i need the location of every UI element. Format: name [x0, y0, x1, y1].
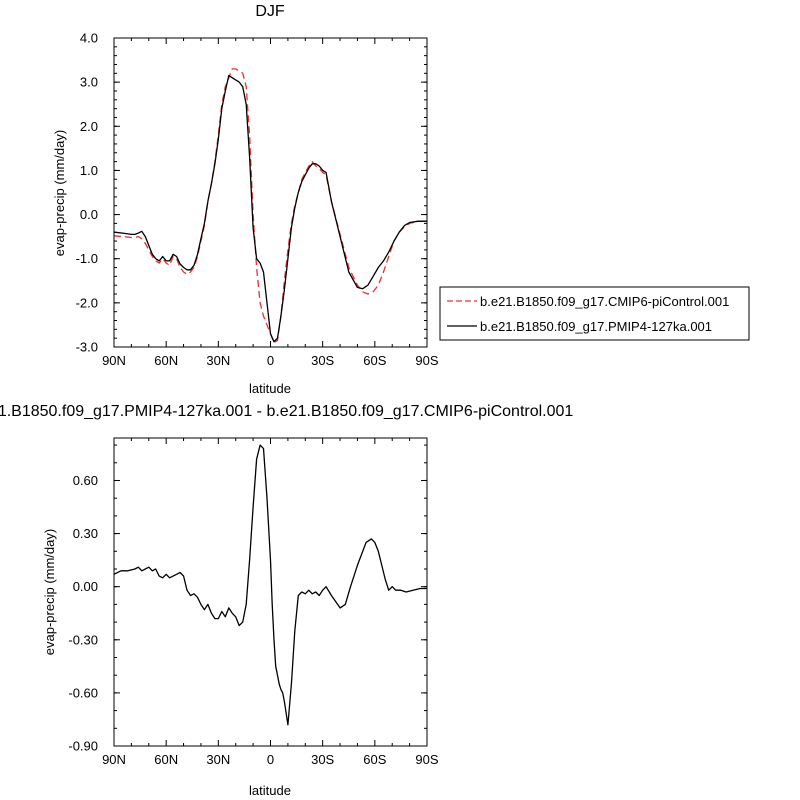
x-tick-label: 60S	[363, 752, 386, 767]
x-tick-label: 30N	[206, 752, 230, 767]
legend: b.e21.B1850.f09_g17.CMIP6-piControl.001 …	[439, 286, 750, 341]
x-tick-label: 60N	[154, 353, 178, 368]
legend-label-127ka: b.e21.B1850.f09_g17.PMIP4-127ka.001	[480, 319, 712, 334]
bottom-panel: b.e21.B1850.f09_g17.PMIP4-127ka.001 - b.…	[0, 403, 573, 798]
top-panel-xlabel: latitude	[249, 381, 291, 396]
bottom-panel-ylabel: evap-precip (mm/day)	[42, 529, 57, 655]
x-tick-label: 90S	[415, 752, 438, 767]
x-tick-label: 90N	[102, 353, 126, 368]
bottom-panel-frame	[113, 437, 428, 747]
y-tick-label: 1.0	[80, 163, 98, 178]
top-panel-ylabel: evap-precip (mm/day)	[52, 130, 67, 256]
x-tick-label: 60N	[154, 752, 178, 767]
x-tick-label: 30S	[311, 752, 334, 767]
y-tick-label: 0.00	[73, 579, 98, 594]
x-tick-label: 0	[267, 752, 274, 767]
y-tick-label: -1.0	[76, 251, 98, 266]
legend-box	[439, 286, 750, 341]
series-line-1-0	[113, 444, 427, 726]
top-panel-title: DJF	[255, 3, 285, 20]
top-panel: DJF latitude evap-precip (mm/day) 90N 60N…	[52, 3, 439, 396]
series-line-0-1	[113, 74, 427, 343]
x-tick-label: 30S	[311, 353, 334, 368]
y-tick-label: -2.0	[76, 295, 98, 310]
legend-label-picontrol: b.e21.B1850.f09_g17.CMIP6-piControl.001	[480, 294, 729, 309]
y-tick-label: 3.0	[80, 75, 98, 90]
y-tick-label: -0.60	[68, 685, 98, 700]
x-tick-label: 90S	[415, 353, 438, 368]
top-panel-frame	[113, 37, 428, 348]
x-tick-label: 30N	[206, 353, 230, 368]
bottom-panel-xlabel: latitude	[249, 783, 291, 798]
y-tick-label: -3.0	[76, 340, 98, 355]
y-tick-label: 0.30	[73, 526, 98, 541]
y-tick-label: -0.30	[68, 632, 98, 647]
y-tick-label: -0.90	[68, 739, 98, 754]
y-tick-label: 2.0	[80, 119, 98, 134]
x-tick-label: 60S	[363, 353, 386, 368]
y-tick-label: 0.0	[80, 207, 98, 222]
x-tick-label: 0	[267, 353, 274, 368]
y-tick-label: 0.60	[73, 473, 98, 488]
y-tick-label: 4.0	[80, 31, 98, 46]
x-tick-label: 90N	[102, 752, 126, 767]
bottom-panel-title: b.e21.B1850.f09_g17.PMIP4-127ka.001 - b.…	[0, 403, 573, 420]
series-line-0-0	[113, 68, 427, 344]
